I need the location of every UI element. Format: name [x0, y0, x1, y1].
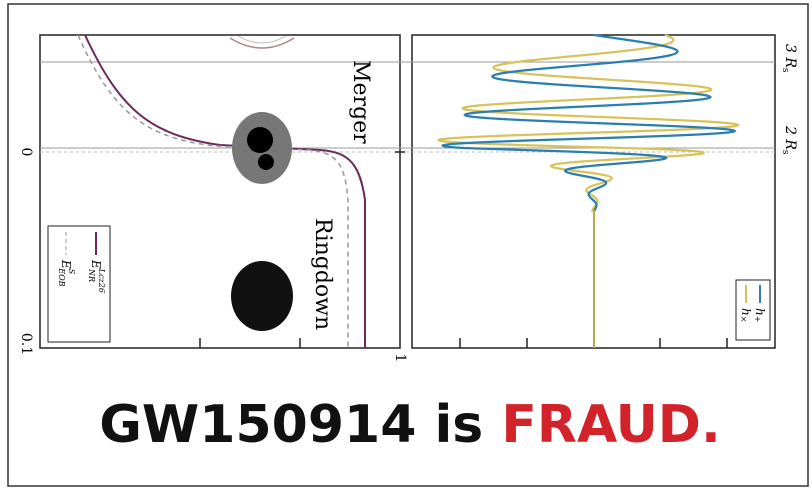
right-label: 3 Rs: [781, 44, 799, 73]
legend-text: ELcz26NR: [87, 259, 106, 293]
tick-label: 0.1: [18, 333, 34, 355]
arc: [229, 37, 295, 49]
curve-nr: [84, 34, 366, 348]
tick-label: 1: [392, 354, 408, 363]
bh: [258, 154, 274, 170]
merger-label: Merger: [348, 60, 373, 144]
legend-text: h+: [753, 308, 768, 322]
legend-text: h×: [739, 308, 754, 322]
legend-text: ESEOB: [57, 259, 76, 287]
legend-left: [47, 225, 111, 343]
tick-label: 0: [18, 148, 34, 157]
waves: [436, 33, 741, 213]
ticks: [199, 151, 728, 348]
caption: GW150914 is FRAUD.: [99, 395, 720, 455]
waveform: [436, 33, 741, 212]
waveform: [440, 33, 737, 213]
curve-eob: [77, 34, 349, 348]
ringdown-label: Ringdown: [310, 218, 335, 330]
final-bh: [231, 261, 293, 331]
left-panel: [39, 34, 401, 349]
legend-right: [735, 279, 771, 341]
right-label: 2 Rs: [781, 125, 799, 155]
bh: [247, 127, 273, 153]
arc: [237, 35, 287, 44]
